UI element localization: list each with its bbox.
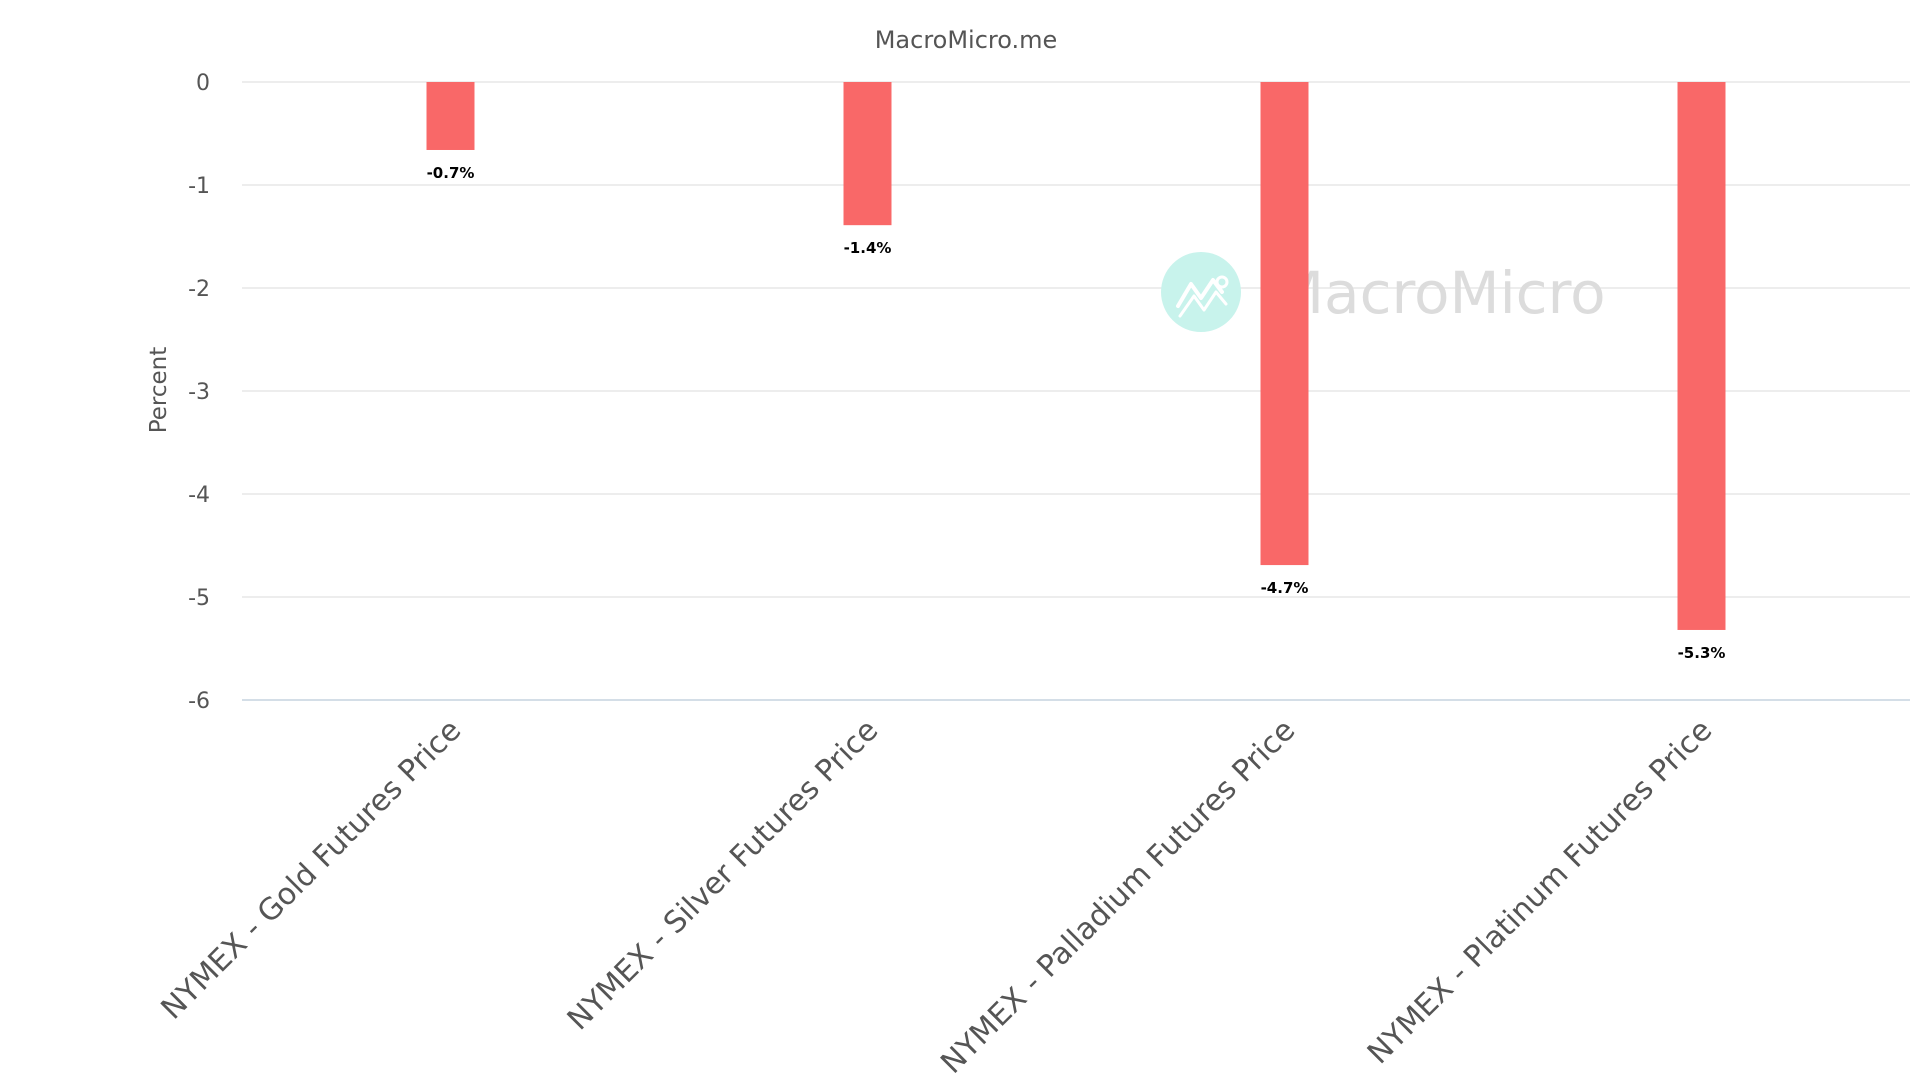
watermark: MacroMicro [1161, 252, 1606, 332]
chart-title: MacroMicro.me [875, 26, 1058, 54]
watermark-text: MacroMicro [1274, 259, 1606, 327]
data-label: -5.3% [1678, 644, 1726, 662]
macromicro-logo-line2-icon [1178, 290, 1228, 318]
macromicro-logo-dot-icon [1215, 275, 1229, 289]
x-tick-label: NYMEX - Silver Futures Price [561, 713, 885, 1037]
data-label: -1.4% [844, 239, 892, 257]
bar[interactable] [843, 82, 892, 226]
data-label: -4.7% [1261, 579, 1309, 597]
x-axis-ticks: NYMEX - Gold Futures Price NYMEX - Silver… [155, 713, 1720, 1080]
x-tick-label: NYMEX - Platinum Futures Price [1361, 713, 1719, 1071]
bar[interactable] [426, 82, 475, 150]
grid-lines [242, 81, 1910, 701]
y-tick-label: -4 [188, 483, 210, 508]
y-axis-label: Percent [146, 347, 172, 434]
x-tick-label: NYMEX - Gold Futures Price [155, 713, 469, 1027]
data-label: -0.7% [427, 164, 475, 182]
y-tick-label: -3 [188, 380, 210, 405]
y-axis-ticks: 0 -1 -2 -3 -4 -5 -6 [188, 71, 210, 714]
y-tick-label: -1 [188, 174, 210, 199]
x-tick-label: NYMEX - Palladium Futures Price [934, 713, 1302, 1080]
bar[interactable] [1677, 82, 1726, 630]
bar[interactable] [1260, 82, 1309, 566]
macromicro-logo-icon [1161, 252, 1241, 332]
y-tick-label: -5 [188, 586, 210, 611]
data-labels: -0.7% -1.4% -4.7% -5.3% [427, 164, 1726, 662]
y-tick-label: -6 [188, 689, 210, 714]
bars [426, 82, 1726, 630]
y-tick-label: -2 [188, 277, 210, 302]
y-tick-label: 0 [196, 71, 210, 96]
